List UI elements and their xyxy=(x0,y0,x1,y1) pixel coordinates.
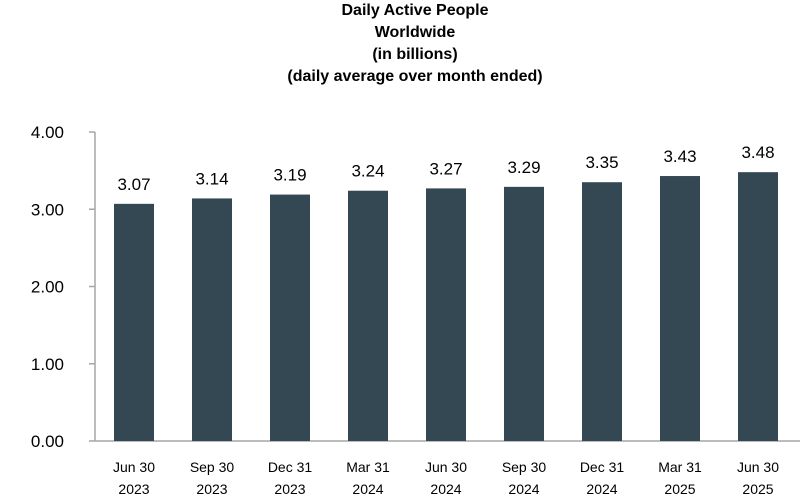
x-tick-label: 2023 xyxy=(196,481,227,497)
x-tick-label: 2025 xyxy=(742,481,773,497)
data-label: 3.48 xyxy=(741,143,774,162)
bar xyxy=(660,176,700,441)
data-label: 3.43 xyxy=(663,147,696,166)
y-tick-label: 4.00 xyxy=(31,123,64,142)
data-label: 3.27 xyxy=(429,159,462,178)
data-label: 3.24 xyxy=(351,162,384,181)
x-tick-label: 2024 xyxy=(586,481,617,497)
y-tick-label: 0.00 xyxy=(31,432,64,451)
x-tick-label: Jun 30 xyxy=(737,459,779,475)
data-label: 3.07 xyxy=(117,175,150,194)
data-label: 3.19 xyxy=(273,166,306,185)
bar xyxy=(426,188,466,441)
data-label: 3.35 xyxy=(585,153,618,172)
y-tick-label: 2.00 xyxy=(31,278,64,297)
x-tick-label: 2023 xyxy=(118,481,149,497)
x-tick-label: Dec 31 xyxy=(580,459,625,475)
x-tick-label: 2024 xyxy=(508,481,539,497)
x-tick-label: Mar 31 xyxy=(658,459,702,475)
chart-title-line: (daily average over month ended) xyxy=(287,68,543,85)
x-tick-label: 2023 xyxy=(274,481,305,497)
bar xyxy=(348,190,388,441)
bar xyxy=(504,186,544,441)
x-tick-label: 2024 xyxy=(352,481,383,497)
x-tick-label: 2025 xyxy=(664,481,695,497)
bar xyxy=(192,198,232,441)
y-tick-label: 1.00 xyxy=(31,355,64,374)
bar xyxy=(582,182,622,441)
chart-title: Daily Active People Worldwide (in billio… xyxy=(0,0,800,88)
x-tick-label: Jun 30 xyxy=(425,459,467,475)
y-tick-label: 3.00 xyxy=(31,200,64,219)
x-tick-label: Dec 31 xyxy=(268,459,313,475)
x-tick-label: Jun 30 xyxy=(113,459,155,475)
x-tick-label: Sep 30 xyxy=(502,459,547,475)
data-label: 3.29 xyxy=(507,158,540,177)
data-label: 3.14 xyxy=(195,169,228,188)
x-tick-label: 2024 xyxy=(430,481,461,497)
x-tick-label: Mar 31 xyxy=(346,459,390,475)
x-tick-label: Sep 30 xyxy=(190,459,235,475)
chart-title-line: Daily Active People xyxy=(341,2,489,19)
chart-title-line: Worldwide xyxy=(374,24,456,41)
bar xyxy=(114,203,154,441)
bar xyxy=(738,172,778,442)
chart-title-line: (in billions) xyxy=(372,46,458,63)
bar xyxy=(270,194,310,441)
